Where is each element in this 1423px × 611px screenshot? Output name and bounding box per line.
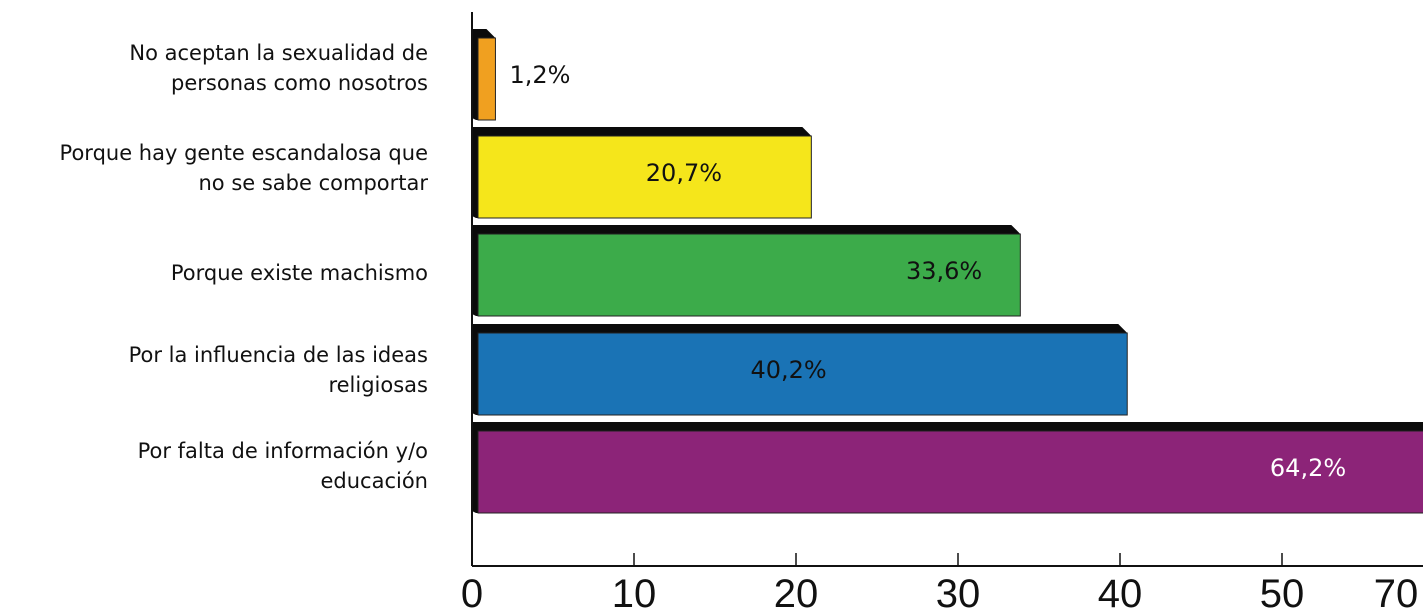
data-label-1: 20,7%	[646, 159, 722, 187]
category-label-2: Porque existe machismo	[0, 258, 428, 288]
category-label-2-line-1: Porque existe machismo	[170, 261, 428, 285]
category-label-1-line-1: Porque hay gente escandalosa que	[59, 141, 428, 165]
x-tick-label-6: 70	[1374, 572, 1419, 611]
x-tick-label-3: 30	[936, 572, 981, 611]
category-label-1-line-2: no se sabe comportar	[198, 171, 428, 195]
data-label-0: 1,2%	[509, 61, 570, 89]
category-label-4-line-2: educación	[320, 469, 428, 493]
category-label-1: Porque hay gente escandalosa que no se s…	[0, 138, 428, 198]
bar-1	[477, 135, 812, 219]
x-tick-label-1: 10	[612, 572, 657, 611]
bar-4	[477, 430, 1423, 514]
category-label-0-line-2: personas como nosotros	[171, 71, 428, 95]
category-label-4-line-1: Por falta de información y/o	[137, 439, 428, 463]
data-label-2: 33,6%	[906, 257, 982, 285]
category-label-0: No aceptan la sexualidad de personas com…	[0, 38, 428, 98]
category-label-0-line-1: No aceptan la sexualidad de	[129, 41, 428, 65]
category-label-3: Por la influencia de las ideas religiosa…	[0, 340, 428, 400]
x-tick-label-0: 0	[461, 572, 483, 611]
category-label-3-line-2: religiosas	[328, 373, 428, 397]
data-label-3: 40,2%	[750, 356, 826, 384]
x-tick-label-4: 40	[1098, 572, 1143, 611]
x-tick-label-5: 50	[1260, 572, 1305, 611]
data-label-4: 64,2%	[1270, 454, 1346, 482]
bar-3	[477, 332, 1128, 416]
category-label-4: Por falta de información y/o educación	[0, 436, 428, 496]
bar-0	[477, 37, 496, 121]
category-label-3-line-1: Por la influencia de las ideas	[128, 343, 428, 367]
bar-2	[477, 233, 1021, 317]
x-tick-label-2: 20	[774, 572, 819, 611]
